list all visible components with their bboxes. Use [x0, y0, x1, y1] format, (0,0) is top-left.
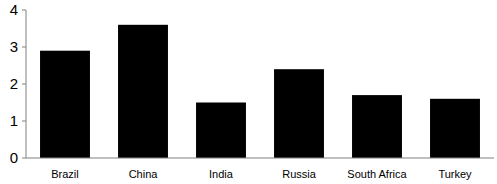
y-tick: [22, 121, 26, 122]
chart: 0 1 2 3 4 Brazil China India Russia South Africa T…: [0, 0, 497, 184]
bar: [352, 95, 402, 158]
x-tick-label: China: [129, 168, 159, 180]
y-tick: [22, 158, 26, 159]
bar: [430, 99, 480, 158]
y-tick: [22, 47, 26, 48]
y-tick: [22, 10, 26, 11]
bar: [274, 69, 324, 158]
x-axis: [26, 158, 494, 159]
y-tick-label: 4: [10, 1, 18, 18]
x-tick-label: Brazil: [51, 168, 79, 180]
bar: [40, 51, 90, 158]
x-tick-label: South Africa: [347, 168, 407, 180]
y-tick-label: 2: [10, 75, 18, 92]
x-tick-label: Turkey: [438, 168, 472, 180]
y-tick-label: 0: [10, 149, 18, 166]
x-tick-label: India: [209, 168, 234, 180]
x-tick-label: Russia: [282, 168, 317, 180]
y-tick-label: 1: [10, 112, 18, 129]
y-tick: [22, 84, 26, 85]
bars: [40, 25, 480, 158]
y-tick-label: 3: [10, 38, 18, 55]
bar: [196, 103, 246, 159]
bar: [118, 25, 168, 158]
